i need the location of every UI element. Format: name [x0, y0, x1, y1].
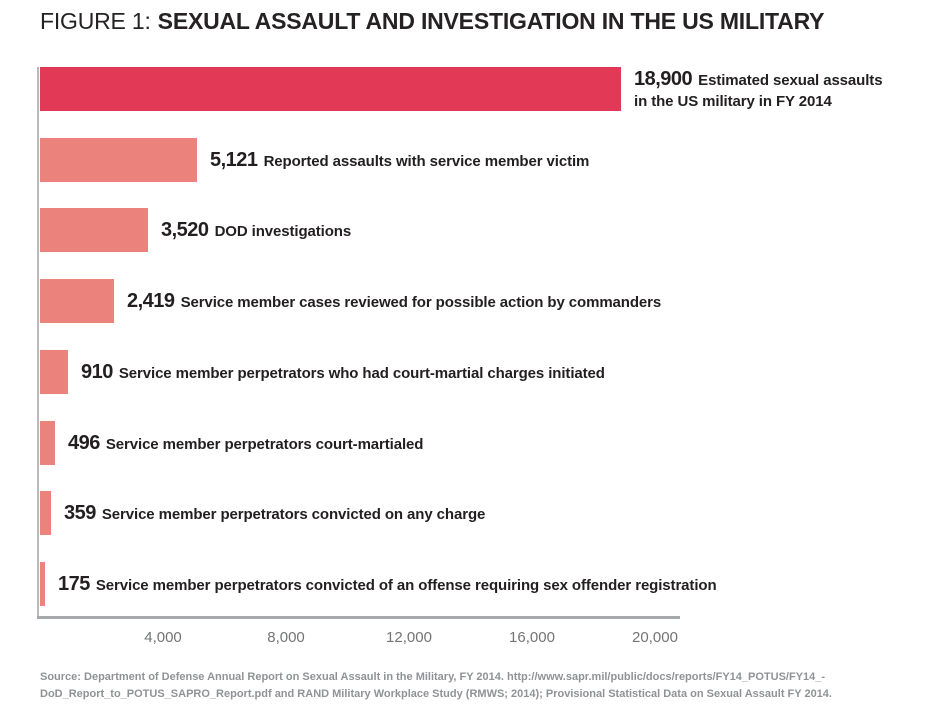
bar-value: 496 — [68, 432, 100, 454]
source-line-2: DoD_Report_to_POTUS_SAPRO_Report.pdf and… — [40, 688, 832, 700]
bar-value: 3,520 — [161, 219, 209, 241]
x-axis-tick-label: 8,000 — [267, 629, 305, 646]
bar-description: Service member perpetrators convicted of… — [95, 577, 717, 594]
bar-label: 175 Service member perpetrators convicted… — [58, 562, 717, 608]
figure-title-text: SEXUAL ASSAULT AND INVESTIGATION IN THE … — [157, 8, 825, 34]
y-axis-line — [37, 67, 39, 619]
bar — [40, 138, 197, 182]
bar-label: 359 Service member perpetrators convicted… — [64, 491, 485, 537]
bar-value: 2,419 — [127, 290, 175, 312]
x-axis-tick-label: 20,000 — [632, 629, 678, 646]
bar-description: Service member perpetrators court-martia… — [105, 436, 424, 453]
x-axis-line — [37, 616, 680, 619]
x-axis-tick-label: 12,000 — [386, 629, 432, 646]
bar-value: 175 — [58, 573, 90, 595]
source-note: Source: Department of Defense Annual Rep… — [40, 669, 832, 703]
bar — [40, 421, 55, 465]
source-line-1: Source: Department of Defense Annual Rep… — [40, 671, 826, 683]
figure-number: FIGURE 1: — [40, 8, 151, 34]
bar-description: Service member perpetrators convicted on… — [101, 506, 486, 523]
bar-description: Estimated sexual assaults — [698, 72, 883, 89]
bar — [40, 491, 51, 535]
bar-label: 18,900 Estimated sexual assaults in the US… — [634, 67, 883, 112]
bar-description: Service member cases reviewed for possib… — [180, 294, 662, 311]
bar — [40, 208, 148, 252]
bar-label: 3,520 DOD investigations — [161, 208, 351, 254]
bar-value: 5,121 — [210, 149, 258, 171]
bar-value: 18,900 — [634, 68, 693, 90]
bar-description: in the US military in FY 2014 — [634, 93, 832, 110]
bar-label: 2,419 Service member cases reviewed for p… — [127, 279, 661, 325]
bar — [40, 67, 621, 111]
bar — [40, 350, 68, 394]
bar-chart: 18,900 Estimated sexual assaults in the US… — [37, 67, 920, 667]
bar-label: 496 Service member perpetrators court-mar… — [68, 421, 423, 467]
bar-label: 910 Service member perpetrators who had c… — [81, 350, 605, 396]
bar-label: 5,121 Reported assaults with service memb… — [210, 138, 589, 184]
bar-description: DOD investigations — [214, 223, 352, 240]
bar-value: 359 — [64, 502, 96, 524]
bar-description: Service member perpetrators who had cour… — [118, 365, 605, 382]
bar — [40, 562, 45, 606]
x-axis-tick-label: 4,000 — [144, 629, 182, 646]
bar-value: 910 — [81, 361, 113, 383]
bar-description: Reported assaults with service member vi… — [263, 153, 590, 170]
figure-title: FIGURE 1: SEXUAL ASSAULT AND INVESTIGATIO… — [40, 8, 824, 35]
bar — [40, 279, 114, 323]
x-axis-tick-label: 16,000 — [509, 629, 555, 646]
